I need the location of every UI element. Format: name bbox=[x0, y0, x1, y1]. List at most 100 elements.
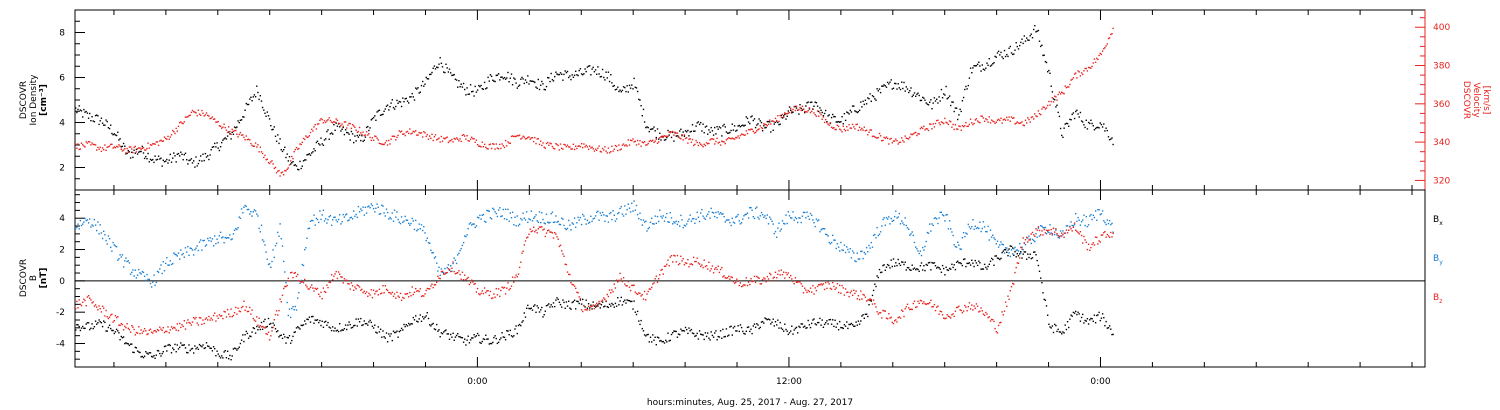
velocity-point bbox=[948, 120, 951, 122]
velocity-point bbox=[757, 128, 759, 131]
velocity-point bbox=[94, 144, 97, 146]
velocity-point bbox=[326, 120, 328, 122]
bz-point bbox=[995, 331, 997, 333]
bz-point bbox=[79, 303, 82, 305]
bz-point bbox=[615, 279, 618, 281]
by-point bbox=[295, 309, 298, 311]
ion-density-point bbox=[794, 105, 797, 108]
ion-density-point bbox=[738, 124, 740, 127]
by-point bbox=[229, 234, 231, 236]
ion-density-point bbox=[480, 84, 482, 87]
bx-point bbox=[96, 323, 98, 325]
bz-point bbox=[96, 306, 98, 308]
bz-point bbox=[388, 291, 390, 294]
bx-point bbox=[288, 335, 291, 337]
velocity-point bbox=[1082, 73, 1084, 76]
bx-point bbox=[718, 336, 721, 338]
bz-point bbox=[673, 254, 675, 257]
ion-density-point bbox=[402, 97, 404, 99]
bz-point bbox=[1016, 262, 1018, 264]
bx-point bbox=[660, 339, 662, 342]
by-point bbox=[313, 214, 315, 216]
velocity-point bbox=[460, 140, 462, 143]
legend-bx: Bx bbox=[1433, 215, 1443, 227]
by-point bbox=[193, 254, 195, 256]
bx-point bbox=[974, 259, 976, 262]
velocity-point bbox=[656, 142, 659, 144]
ion-density-point bbox=[395, 105, 397, 108]
bz-point bbox=[1017, 262, 1020, 264]
bx-point bbox=[150, 355, 153, 358]
ion-density-point bbox=[332, 133, 334, 135]
ion-density-point bbox=[176, 153, 178, 155]
by-point bbox=[78, 228, 80, 230]
by-point bbox=[632, 210, 634, 212]
bx-point bbox=[367, 324, 369, 326]
bx-point bbox=[551, 306, 554, 308]
ion-density-point bbox=[1079, 111, 1082, 114]
velocity-point bbox=[222, 126, 224, 128]
bz-point bbox=[365, 291, 368, 293]
bz-point bbox=[842, 287, 844, 289]
bz-point bbox=[759, 283, 761, 285]
ion-density-point bbox=[267, 115, 270, 117]
bz-point bbox=[261, 325, 264, 328]
by-point bbox=[617, 212, 619, 215]
bz-point bbox=[99, 308, 101, 310]
velocity-point bbox=[298, 147, 300, 150]
velocity-point bbox=[835, 128, 837, 131]
bx-point bbox=[736, 330, 738, 332]
velocity-point bbox=[829, 122, 832, 124]
bz-point bbox=[556, 236, 558, 238]
by-point bbox=[816, 220, 819, 222]
by-point bbox=[1038, 235, 1041, 237]
by-point bbox=[853, 252, 855, 254]
velocity-point bbox=[146, 147, 148, 150]
bz-point bbox=[174, 327, 176, 329]
bx-point bbox=[408, 322, 410, 325]
by-point bbox=[153, 274, 155, 276]
bz-point bbox=[381, 292, 383, 294]
bx-point bbox=[670, 333, 673, 336]
velocity-point bbox=[1100, 53, 1103, 56]
by-point bbox=[379, 213, 382, 215]
ion-density-point bbox=[261, 106, 264, 109]
velocity-point bbox=[662, 135, 664, 137]
bz-point bbox=[636, 293, 639, 295]
bx-point bbox=[733, 325, 736, 328]
bx-point bbox=[672, 332, 674, 334]
ion-density-point bbox=[1019, 44, 1021, 47]
ion-density-point bbox=[216, 142, 218, 144]
bx-point bbox=[136, 350, 139, 352]
ion-density-point bbox=[739, 126, 742, 128]
by-point bbox=[363, 214, 365, 216]
bx-point bbox=[157, 350, 160, 352]
by-point bbox=[1042, 226, 1044, 229]
bx-point bbox=[480, 342, 482, 344]
velocity-point bbox=[554, 148, 556, 150]
velocity-point bbox=[899, 141, 902, 143]
velocity-point bbox=[382, 143, 384, 146]
bx-point bbox=[469, 339, 472, 341]
velocity-point bbox=[776, 119, 778, 122]
velocity-point bbox=[538, 143, 541, 146]
ion-density-point bbox=[446, 67, 448, 69]
velocity-point bbox=[820, 113, 822, 116]
bx-point bbox=[415, 315, 417, 317]
by-point bbox=[314, 224, 316, 226]
by-point bbox=[349, 217, 351, 219]
by-point bbox=[932, 224, 934, 227]
velocity-point bbox=[480, 146, 482, 148]
ion-density-point bbox=[729, 131, 731, 134]
ion-density-point bbox=[849, 109, 851, 112]
bz-point bbox=[149, 328, 152, 330]
velocity-point bbox=[1028, 118, 1030, 121]
bz-point bbox=[533, 226, 535, 228]
bz-point bbox=[672, 261, 674, 263]
bz-point bbox=[788, 276, 791, 279]
bx-point bbox=[426, 312, 428, 314]
bz-point bbox=[777, 273, 779, 275]
bz-point bbox=[687, 259, 689, 261]
bx-point bbox=[210, 347, 212, 349]
bx-point bbox=[402, 329, 404, 331]
